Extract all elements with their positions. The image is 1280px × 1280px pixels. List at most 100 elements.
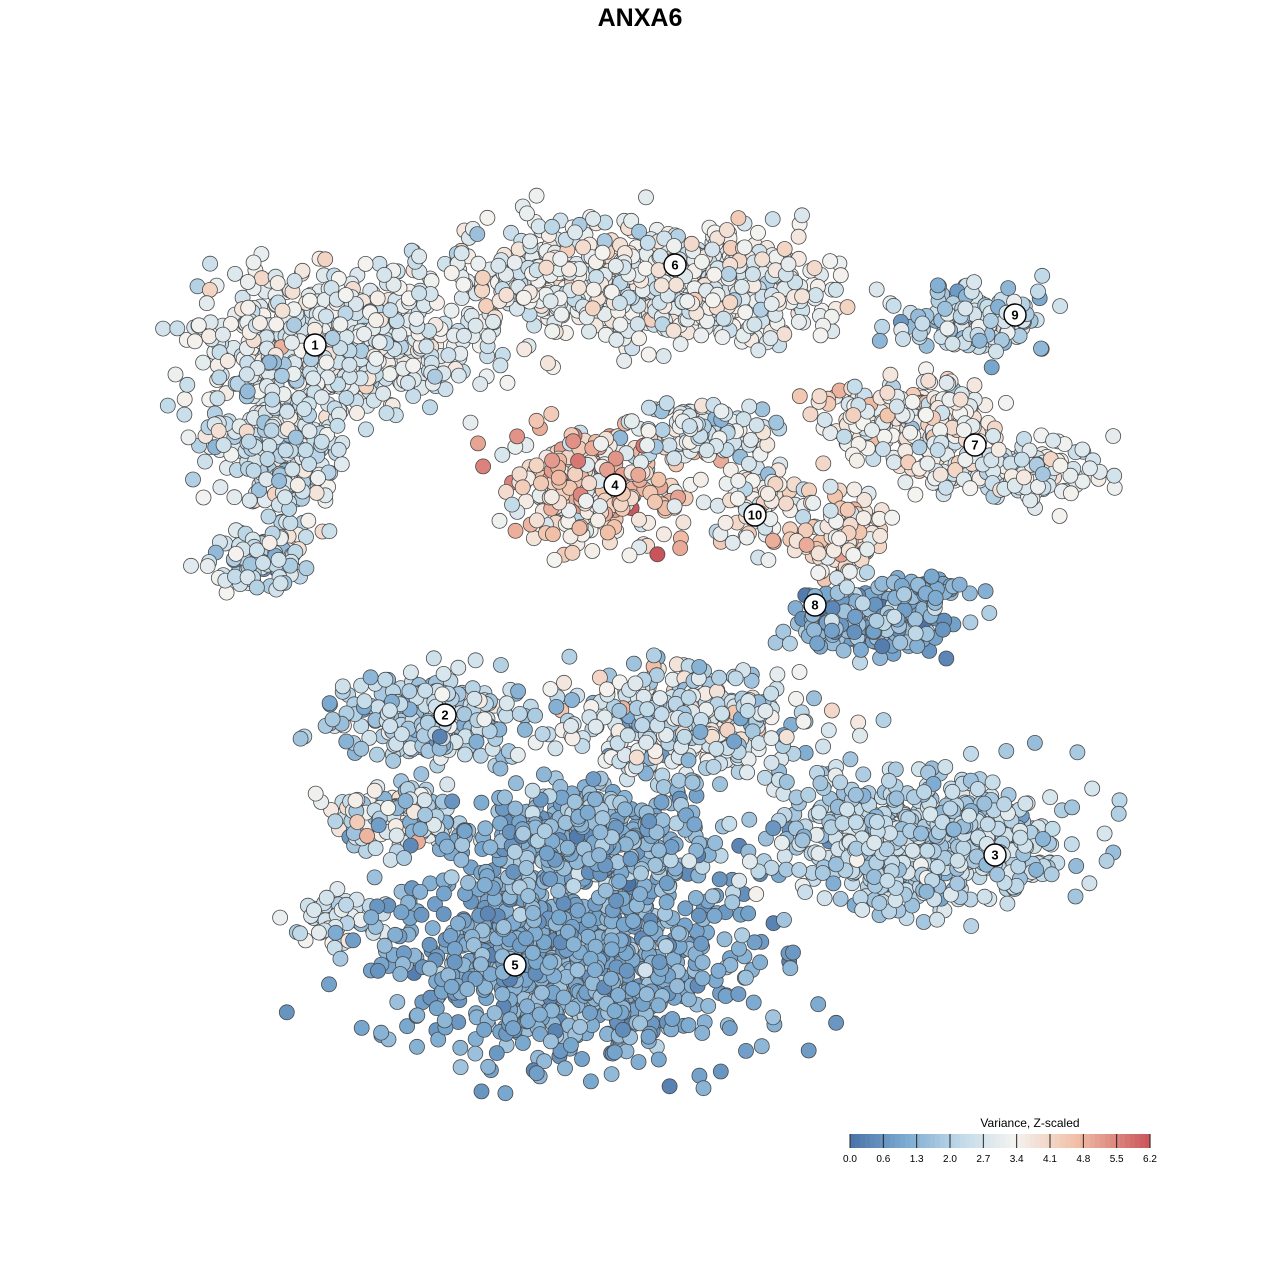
cell-point bbox=[332, 950, 349, 967]
cell-point bbox=[582, 1004, 598, 1021]
cell-point bbox=[639, 234, 656, 251]
cell-point bbox=[567, 466, 584, 483]
cell-point bbox=[169, 320, 186, 337]
cell-point bbox=[990, 441, 1007, 458]
cell-point bbox=[211, 369, 228, 386]
cell-point bbox=[611, 295, 628, 312]
cell-point bbox=[470, 255, 487, 272]
cell-point bbox=[654, 422, 671, 438]
cell-point bbox=[951, 576, 968, 593]
cell-point bbox=[930, 277, 946, 294]
cell-point bbox=[159, 397, 176, 414]
cell-point bbox=[516, 289, 532, 306]
cell-point bbox=[714, 329, 731, 346]
cell-point bbox=[765, 532, 781, 549]
cell-point bbox=[544, 452, 560, 469]
cell-point bbox=[584, 300, 601, 317]
cell-point bbox=[692, 471, 709, 488]
cell-point bbox=[778, 495, 794, 512]
cell-point bbox=[666, 450, 683, 467]
cell-point bbox=[760, 552, 777, 568]
cell-point bbox=[543, 489, 560, 505]
cell-point bbox=[681, 991, 697, 1008]
cell-point bbox=[835, 642, 852, 659]
cell-point bbox=[736, 239, 753, 256]
cell-point bbox=[492, 357, 509, 374]
cell-point bbox=[565, 433, 582, 450]
cell-point bbox=[854, 595, 871, 612]
cell-point bbox=[273, 367, 290, 384]
cell-point bbox=[623, 413, 640, 430]
cell-point bbox=[846, 481, 863, 498]
cell-point bbox=[831, 530, 847, 547]
cell-point bbox=[475, 458, 492, 475]
cell-point bbox=[886, 609, 903, 625]
cell-point bbox=[875, 712, 892, 728]
cell-point bbox=[724, 534, 741, 551]
cell-point bbox=[377, 671, 394, 688]
cell-point bbox=[752, 954, 768, 971]
cell-point bbox=[297, 442, 314, 459]
cell-point bbox=[776, 326, 793, 343]
cell-point bbox=[570, 453, 586, 469]
cell-point bbox=[543, 406, 560, 422]
cell-point bbox=[694, 253, 710, 270]
cell-point bbox=[440, 347, 457, 364]
cell-point bbox=[621, 547, 638, 564]
cell-point bbox=[425, 650, 442, 667]
cell-point bbox=[269, 275, 286, 292]
cell-point bbox=[914, 315, 931, 332]
cell-point bbox=[277, 489, 293, 506]
cell-point bbox=[1063, 485, 1079, 502]
cell-point bbox=[282, 515, 299, 532]
cell-point bbox=[494, 446, 511, 463]
cell-point bbox=[836, 428, 853, 445]
cell-point bbox=[656, 526, 672, 543]
cell-point bbox=[452, 1039, 469, 1056]
cell-point bbox=[556, 674, 572, 691]
cell-point bbox=[815, 455, 832, 472]
cell-point bbox=[261, 535, 278, 551]
cell-point bbox=[411, 285, 428, 302]
cell-point bbox=[176, 391, 193, 408]
cell-point bbox=[612, 316, 629, 333]
cell-point bbox=[820, 722, 837, 739]
cell-point bbox=[726, 733, 742, 750]
cell-point bbox=[805, 495, 821, 511]
cell-point bbox=[455, 327, 472, 344]
cell-point bbox=[638, 734, 655, 751]
cell-point bbox=[310, 470, 326, 486]
cell-point bbox=[599, 681, 615, 698]
cell-point bbox=[1052, 298, 1068, 315]
cell-point bbox=[920, 372, 937, 389]
cell-point bbox=[405, 388, 422, 405]
cell-point bbox=[239, 274, 256, 290]
cell-point bbox=[810, 565, 827, 581]
cell-point bbox=[368, 312, 384, 329]
cell-point bbox=[845, 407, 862, 424]
cell-point bbox=[730, 210, 747, 227]
cell-point bbox=[369, 290, 386, 307]
cell-point bbox=[1016, 469, 1032, 486]
cell-point bbox=[260, 508, 277, 525]
cell-point bbox=[795, 509, 811, 525]
cell-point bbox=[305, 370, 322, 387]
cell-point bbox=[706, 266, 723, 283]
cell-point bbox=[215, 437, 232, 453]
cell-point bbox=[1106, 467, 1123, 484]
cell-point bbox=[180, 429, 197, 446]
cell-point bbox=[575, 239, 591, 256]
cell-point bbox=[528, 412, 545, 429]
cell-point bbox=[966, 274, 982, 291]
cell-point bbox=[1034, 466, 1051, 483]
cell-point bbox=[268, 316, 285, 333]
cell-point bbox=[264, 391, 281, 408]
cell-point bbox=[852, 727, 868, 744]
cell-point bbox=[864, 422, 880, 439]
cell-point bbox=[782, 635, 798, 652]
cell-point bbox=[730, 472, 747, 489]
cell-point bbox=[332, 316, 349, 333]
cell-point bbox=[705, 292, 721, 309]
cell-point bbox=[584, 543, 601, 559]
cell-point bbox=[713, 403, 730, 420]
